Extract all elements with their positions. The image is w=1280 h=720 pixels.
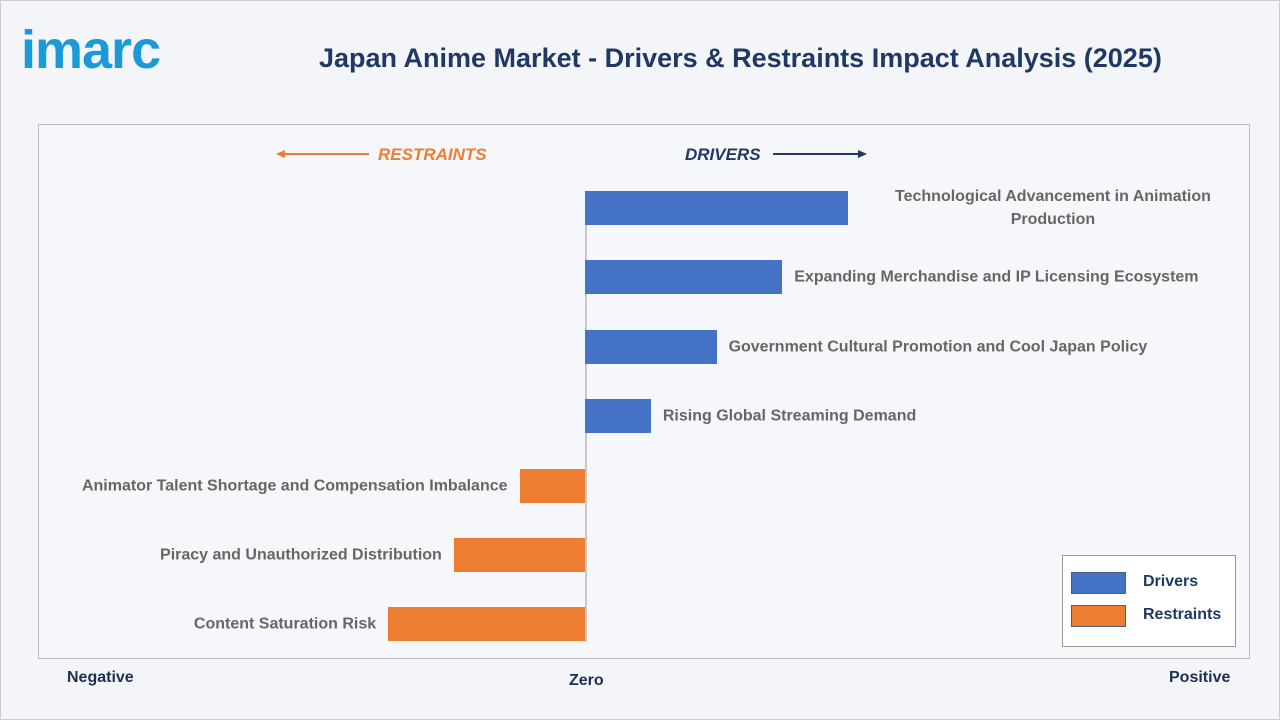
axis-label-zero: Zero xyxy=(569,672,604,689)
category-label: Government Cultural Promotion and Cool J… xyxy=(728,338,1148,356)
bar xyxy=(585,191,848,225)
bar xyxy=(585,329,717,364)
category-label: Content Saturation Risk xyxy=(193,615,377,633)
axis-label-positive: Positive xyxy=(1169,669,1231,686)
logo: imarc xyxy=(21,20,161,80)
legend-swatch xyxy=(1071,605,1126,627)
chart-title: Japan Anime Market - Drivers & Restraint… xyxy=(319,43,1162,73)
drivers-arrowhead xyxy=(858,150,867,158)
bar xyxy=(585,260,783,295)
axis-label-negative: Negative xyxy=(67,669,134,686)
bar xyxy=(519,468,586,503)
bar xyxy=(453,538,586,572)
category-label: Piracy and Unauthorized Distribution xyxy=(160,546,442,564)
bar xyxy=(585,399,651,434)
category-label: Animator Talent Shortage and Compensatio… xyxy=(81,477,508,495)
legend-swatch xyxy=(1071,572,1126,594)
category-label: Expanding Merchandise and IP Licensing E… xyxy=(794,268,1199,286)
drivers-heading: DRIVERS xyxy=(685,145,761,164)
restraints-heading: RESTRAINTS xyxy=(378,145,487,164)
legend-label: Restraints xyxy=(1143,606,1222,623)
bar xyxy=(388,607,586,642)
legend-label: Drivers xyxy=(1143,573,1199,590)
category-label: Rising Global Streaming Demand xyxy=(662,407,917,425)
category-label: Technological Advancement in Animation P… xyxy=(895,188,1211,228)
restraints-arrowhead xyxy=(276,150,285,158)
legend: Drivers Restraints xyxy=(1062,555,1236,647)
